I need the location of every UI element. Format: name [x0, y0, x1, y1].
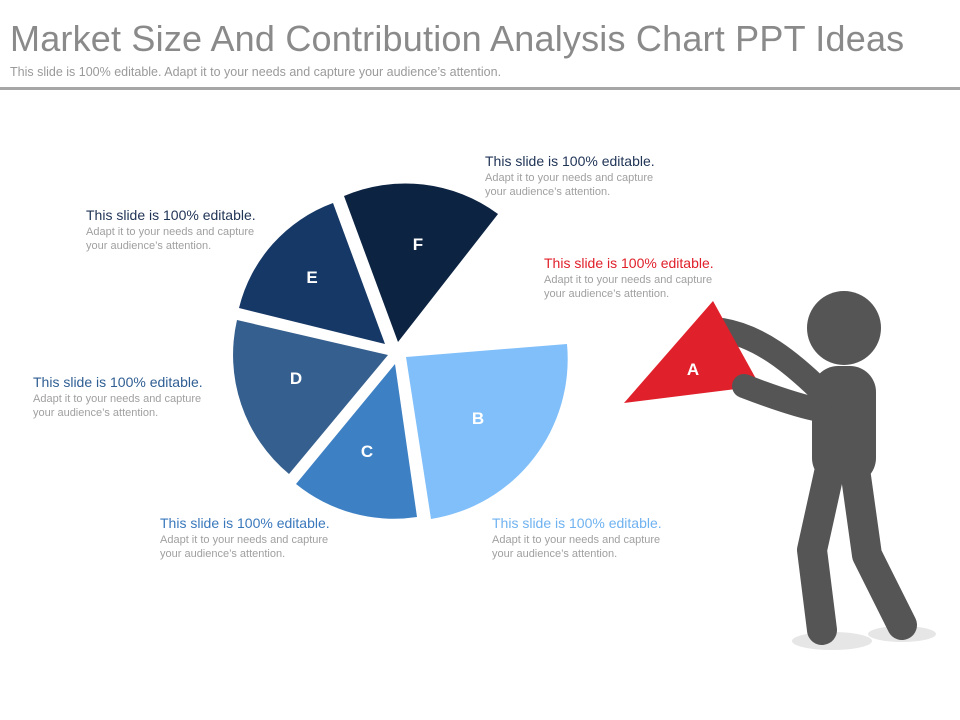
segment-label-e: E [306, 268, 317, 287]
caption-f: This slide is 100% editable. Adapt it to… [485, 153, 715, 199]
segment-a-triangle[interactable] [624, 301, 760, 403]
caption-line: Adapt it to your needs and capture [160, 534, 329, 546]
person-figure [710, 291, 936, 650]
pie-segment-c[interactable] [296, 364, 417, 519]
figure-torso [812, 366, 876, 484]
caption-line: Adapt it to your needs and capture [33, 393, 202, 405]
caption-heading: This slide is 100% editable. [544, 255, 714, 271]
slide-subtitle: This slide is 100% editable. Adapt it to… [10, 65, 502, 79]
caption-line: your audience’s attention. [544, 288, 670, 300]
segment-label-a: A [687, 360, 699, 379]
caption-line: Adapt it to your needs and capture [485, 172, 654, 184]
caption-line: Adapt it to your needs and capture [492, 534, 661, 546]
caption-e: This slide is 100% editable. Adapt it to… [86, 207, 316, 253]
pie-segment-d[interactable] [233, 320, 388, 474]
slide-title: Market Size And Contribution Analysis Ch… [10, 18, 905, 59]
figure-leg-left [797, 440, 848, 645]
segment-label-d: D [290, 369, 302, 388]
segment-label-f: F [413, 235, 423, 254]
caption-heading: This slide is 100% editable. [160, 515, 330, 531]
caption-line: Adapt it to your needs and capture [544, 274, 713, 286]
pie-segment-f[interactable] [344, 183, 498, 342]
caption-line: Adapt it to your needs and capture [86, 226, 255, 238]
header-divider [0, 87, 960, 90]
segment-label-c: C [361, 442, 373, 461]
caption-line: your audience’s attention. [86, 240, 212, 252]
caption-heading: This slide is 100% editable. [33, 374, 203, 390]
caption-c: This slide is 100% editable. Adapt it to… [160, 515, 390, 561]
caption-d: This slide is 100% editable. Adapt it to… [33, 374, 263, 420]
caption-heading: This slide is 100% editable. [492, 515, 662, 531]
caption-line: your audience’s attention. [485, 186, 611, 198]
segment-label-b: B [472, 409, 484, 428]
caption-line: your audience’s attention. [492, 548, 618, 560]
caption-heading: This slide is 100% editable. [86, 207, 256, 223]
figure-leg-right [838, 440, 917, 640]
pie-segment-b[interactable] [406, 344, 568, 519]
caption-b: This slide is 100% editable. Adapt it to… [492, 515, 722, 561]
caption-line: your audience’s attention. [33, 407, 159, 419]
figure-arm-lower [732, 374, 832, 422]
caption-heading: This slide is 100% editable. [485, 153, 655, 169]
figure-head [807, 291, 881, 365]
pie-segment-e[interactable] [239, 203, 385, 344]
caption-a: This slide is 100% editable. Adapt it to… [544, 255, 774, 301]
caption-line: your audience’s attention. [160, 548, 286, 560]
